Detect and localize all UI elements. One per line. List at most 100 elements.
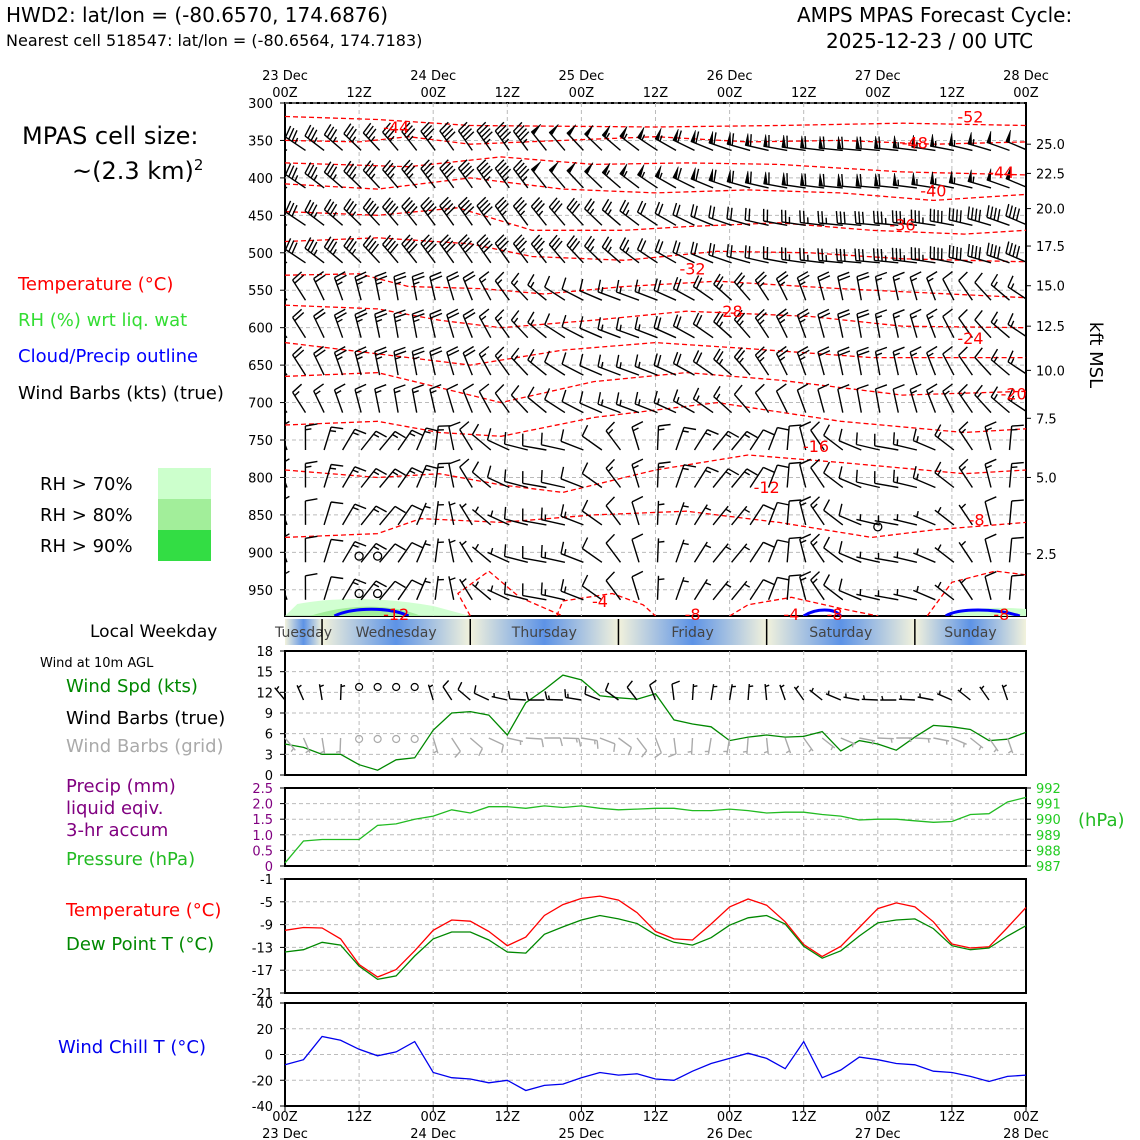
weekday-band	[914, 619, 1026, 645]
wind-barb	[775, 345, 789, 376]
wind-barb	[522, 433, 547, 451]
wind-barb	[1005, 203, 1026, 226]
wind-barb	[1008, 461, 1024, 488]
wind-barb	[810, 421, 825, 451]
wind-barb	[292, 308, 307, 339]
top-hour-label: 00Z	[272, 86, 298, 101]
wind-barb	[786, 461, 802, 488]
wind-barb	[692, 350, 714, 376]
wind-barb	[292, 346, 307, 376]
wind-barb	[892, 469, 918, 489]
wind-barb	[401, 197, 418, 226]
surface-wind-barb	[649, 679, 657, 701]
wind-barb	[675, 539, 689, 563]
weekday-label: Thursday	[511, 625, 577, 641]
wind-barb	[397, 579, 424, 601]
grid-wind-barb	[284, 737, 296, 753]
wind-barb	[631, 533, 644, 563]
pressure-tick-label: 350	[248, 134, 273, 149]
wind-barb	[471, 543, 492, 563]
wind-barb	[909, 346, 922, 376]
wind-barb	[984, 421, 997, 451]
wind-barb	[416, 427, 439, 451]
wind-barb	[379, 430, 406, 451]
temperature-axis-label: -1	[260, 873, 273, 888]
wind-barb	[471, 506, 492, 526]
wind-barb	[605, 496, 622, 526]
wind-barb	[333, 345, 347, 376]
wind-barb	[654, 127, 662, 141]
wind-barb	[799, 458, 812, 488]
grid-wind-barb	[432, 737, 439, 754]
wind-barb	[397, 467, 424, 488]
surface-wind-barb	[809, 687, 823, 701]
wind-barb	[749, 579, 775, 601]
temperature-contour-label: -12	[754, 478, 780, 497]
temperature-contour-label: -48	[902, 134, 928, 153]
wind-barb	[605, 458, 622, 488]
wind-barb	[401, 159, 418, 189]
wind-barb	[731, 468, 758, 488]
wind-barb	[416, 540, 431, 563]
wind-barbs-grid-legend: Wind Barbs (grid)	[66, 736, 224, 757]
wind-barb	[411, 309, 425, 338]
wind-barb	[817, 346, 831, 376]
legend-cloud: Cloud/Precip outline	[18, 346, 199, 367]
wind-barb	[411, 346, 425, 376]
wind-barb	[675, 576, 689, 601]
grid-wind-barb	[525, 737, 544, 748]
wind-barb	[656, 423, 671, 451]
wind-barb	[672, 389, 695, 414]
calm-wind-marker	[355, 734, 364, 744]
wind-barb	[990, 386, 1010, 414]
wind-barb	[799, 247, 825, 264]
wind-barb	[856, 346, 870, 376]
temperature-contour-label: -52	[957, 107, 983, 126]
wind-barb	[856, 309, 870, 338]
wind-barb	[910, 209, 936, 226]
wind-barb	[439, 196, 456, 226]
wind-barb	[510, 384, 529, 414]
wind-barb	[619, 163, 628, 177]
wind-barb	[434, 575, 444, 600]
wind-barb	[401, 234, 418, 264]
wind-barb	[781, 135, 787, 148]
nearest-cell-label: Nearest cell 518547: lat/lon = (-80.6564…	[6, 31, 423, 50]
wind-barb	[654, 239, 677, 264]
wind-barb	[891, 247, 917, 264]
pressure-unit-label: (hPa)	[1078, 810, 1125, 831]
wind-barb	[744, 133, 750, 147]
wind-barb	[343, 235, 362, 264]
wind-barb	[912, 466, 936, 489]
wind-barb	[527, 386, 547, 414]
top-day-label: 26 Dec	[707, 69, 753, 84]
wind-barb	[354, 346, 368, 376]
wind-barb	[823, 461, 844, 489]
top-day-label: 23 Dec	[262, 69, 308, 84]
wind-barb	[601, 162, 611, 176]
wind-barb	[708, 168, 714, 182]
weekday-label: Saturday	[809, 625, 872, 641]
surface-wind-barb	[427, 684, 434, 701]
wind-barb	[754, 308, 770, 339]
wind-barb	[448, 576, 456, 600]
wind-barb	[285, 495, 290, 526]
pressure-tick-label: 950	[248, 584, 273, 599]
grid-wind-barb	[840, 737, 856, 748]
pressure-axis-label: 988	[1036, 844, 1061, 859]
rh-80-swatch	[158, 499, 211, 530]
surface-wind-barb	[779, 684, 786, 701]
wind-barb	[434, 501, 444, 525]
wind-barb	[560, 504, 584, 526]
wind-barb	[601, 125, 611, 138]
wind-barb	[874, 309, 888, 338]
wind-barb	[540, 432, 566, 451]
wind-barb	[566, 124, 577, 137]
wind-barb	[892, 173, 898, 186]
wind-barb	[411, 384, 424, 413]
temperature-contour-label: -36	[889, 215, 915, 234]
wind-barb	[984, 496, 997, 526]
wind-barb	[494, 346, 510, 376]
grid-wind-barb	[302, 737, 311, 754]
wind-barb	[459, 421, 473, 451]
